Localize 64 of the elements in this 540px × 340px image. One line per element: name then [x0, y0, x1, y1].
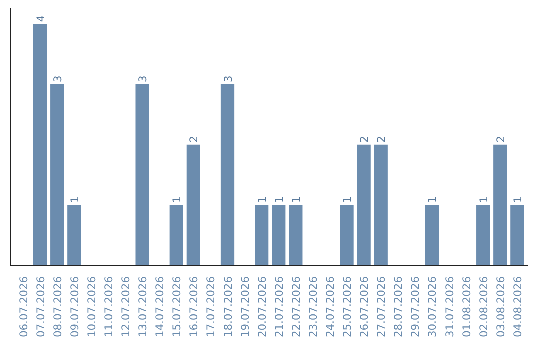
bar: [494, 144, 508, 266]
x-tick-label: 12.07.2026: [120, 276, 133, 338]
x-tick-label: 04.08.2026: [511, 276, 524, 338]
x-tick-label: 19.07.2026: [238, 276, 252, 338]
x-tick-label: 09.07.2026: [68, 276, 82, 338]
data-label: 1: [511, 196, 524, 204]
x-tick-label: 07.07.2026: [34, 276, 48, 338]
x-tick-label: 03.08.2026: [494, 276, 508, 338]
data-label: 1: [477, 196, 490, 204]
bar: [34, 24, 48, 266]
bar: [136, 84, 150, 266]
x-tick-label: 13.07.2026: [136, 276, 150, 338]
x-tick-label: 01.08.2026: [460, 276, 474, 338]
data-label: 1: [68, 196, 82, 204]
x-tick-label: 23.07.2026: [306, 276, 320, 338]
data-label: 1: [341, 196, 354, 204]
data-label: 2: [358, 136, 372, 143]
x-tick-label: 31.07.2026: [443, 276, 456, 338]
bar: [510, 205, 524, 266]
x-tick-label: 30.07.2026: [426, 276, 440, 338]
x-tick-label: 28.07.2026: [392, 276, 406, 338]
bar: [220, 84, 235, 266]
x-tick-label: 22.07.2026: [290, 276, 303, 338]
x-tick-label: 18.07.2026: [222, 276, 235, 338]
data-label: 2: [188, 136, 201, 143]
x-tick-label: 27.07.2026: [375, 276, 388, 338]
bar: [170, 205, 184, 266]
bar: [186, 144, 200, 266]
data-label: 1: [426, 196, 440, 204]
data-label: 2: [375, 136, 388, 143]
x-tick-label: 10.07.2026: [85, 276, 98, 338]
x-tick-label: 26.07.2026: [358, 276, 372, 338]
data-label: 1: [256, 196, 269, 204]
bar: [374, 144, 388, 266]
bar: [68, 205, 82, 266]
data-label: 3: [51, 76, 64, 83]
data-label: 1: [290, 196, 303, 204]
bar: [272, 205, 286, 266]
data-label: 3: [136, 76, 150, 83]
x-tick-label: 11.07.2026: [102, 276, 116, 338]
bar: [476, 205, 490, 266]
x-tick-label: 24.07.2026: [324, 276, 337, 338]
x-tick-label: 20.07.2026: [256, 276, 269, 338]
x-tick-label: 17.07.2026: [204, 276, 218, 338]
data-label: 1: [170, 196, 184, 204]
bar: [357, 144, 371, 266]
bar: [425, 205, 440, 266]
data-label: 2: [494, 136, 508, 143]
x-tick-label: 15.07.2026: [170, 276, 184, 338]
x-tick-label: 14.07.2026: [154, 276, 167, 338]
bar: [340, 205, 354, 266]
x-tick-label: 29.07.2026: [409, 276, 422, 338]
x-tick-label: 25.07.2026: [341, 276, 354, 338]
bar: [255, 205, 269, 266]
bar: [50, 84, 64, 266]
x-tick-label: 06.07.2026: [17, 276, 30, 338]
data-label: 4: [34, 15, 48, 22]
x-tick-label: 08.07.2026: [51, 276, 64, 338]
bar: [289, 205, 303, 266]
x-tick-label: 21.07.2026: [272, 276, 286, 338]
data-label: 3: [222, 76, 235, 83]
x-tick-label: 16.07.2026: [188, 276, 201, 338]
data-label: 1: [272, 196, 286, 204]
x-tick-label: 02.08.2026: [477, 276, 490, 338]
